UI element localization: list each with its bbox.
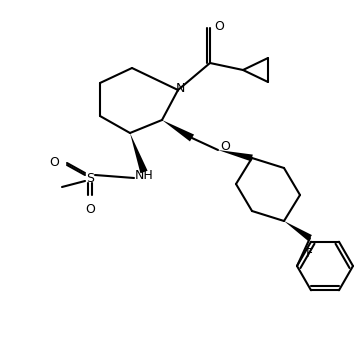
Text: O: O [214,19,224,33]
Text: O: O [220,140,230,153]
Polygon shape [162,120,194,141]
Text: O: O [49,155,59,169]
Polygon shape [284,221,312,241]
Text: S: S [86,171,94,184]
Text: F: F [306,247,313,260]
Polygon shape [218,150,253,161]
Text: O: O [85,203,95,216]
Text: N: N [175,82,185,95]
Text: NH: NH [135,169,153,182]
Polygon shape [130,133,148,173]
